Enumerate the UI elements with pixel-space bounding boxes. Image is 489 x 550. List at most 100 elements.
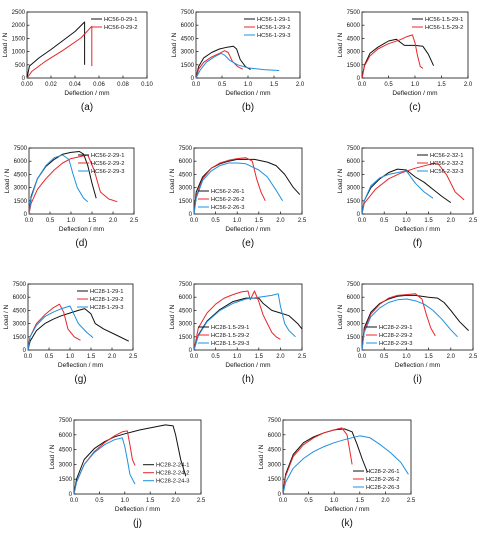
y-tick-label: 6000 bbox=[13, 295, 27, 301]
series-line-0 bbox=[27, 308, 130, 351]
x-tick-label: 2.0 bbox=[296, 82, 305, 88]
y-tick-label: 4500 bbox=[347, 172, 361, 178]
x-axis-label: Deflection / mm bbox=[395, 362, 440, 369]
x-tick-label: 1.5 bbox=[255, 354, 264, 360]
legend-entry: HC56-2-26-1 bbox=[211, 189, 245, 195]
y-tick-label: 0 bbox=[24, 212, 28, 218]
series-line-0 bbox=[28, 151, 97, 215]
y-tick-label: 2000 bbox=[12, 23, 26, 29]
x-tick-label: 1.5 bbox=[88, 218, 97, 224]
y-tick-label: 0 bbox=[357, 348, 361, 354]
y-tick-label: 3000 bbox=[347, 186, 361, 192]
x-axis-label: Deflection / mm bbox=[225, 226, 270, 233]
y-axis-label: Load / N bbox=[337, 168, 344, 193]
series-line-2 bbox=[361, 170, 434, 215]
legend: HC56-2-26-1 HC56-2-26-2 HC56-2-26-3 bbox=[198, 189, 245, 211]
y-tick-label: 1500 bbox=[14, 199, 28, 205]
plot-frame bbox=[282, 419, 412, 495]
x-tick-label: 2.0 bbox=[381, 498, 390, 504]
x-tick-label: 2.5 bbox=[469, 354, 478, 360]
x-axis-label: Deflection / mm bbox=[324, 506, 369, 513]
legend-entry: HC56-2-26-2 bbox=[211, 197, 245, 203]
y-axis-label: Load / N bbox=[258, 444, 265, 469]
series-line-1 bbox=[282, 427, 353, 495]
y-tick-label: 1500 bbox=[347, 63, 361, 69]
y-tick-label: 3000 bbox=[59, 462, 73, 468]
x-tick-label: 0.00 bbox=[21, 82, 33, 88]
legend: HC28-2-24-1 HC28-2-24-2 HC28-2-24-3 bbox=[143, 463, 190, 485]
y-axis-label: Load / N bbox=[337, 32, 344, 57]
panel-label: (e) bbox=[242, 238, 254, 249]
plot-frame bbox=[193, 283, 303, 351]
x-tick-label: 2.5 bbox=[197, 498, 206, 504]
series-line-1 bbox=[361, 162, 465, 215]
y-tick-label: 1500 bbox=[12, 36, 26, 42]
x-tick-label: 2.0 bbox=[276, 218, 285, 224]
y-tick-label: 4500 bbox=[347, 36, 361, 42]
legend-entry: HC56-2-29-1 bbox=[91, 153, 125, 159]
x-tick-label: 0.0 bbox=[25, 218, 34, 224]
chart-panel-0: 0.00 0.02 0.04 0.06 0.08 0.10 0 500 1000 1500 2000… bbox=[2, 10, 153, 113]
x-tick-label: 0.0 bbox=[190, 218, 199, 224]
x-tick-label: 0.5 bbox=[211, 218, 220, 224]
y-axis-label: Load / N bbox=[2, 32, 9, 57]
legend-entry: HC28-1-29-1 bbox=[90, 289, 124, 295]
series-line-1 bbox=[26, 25, 93, 79]
y-tick-label: 1500 bbox=[347, 199, 361, 205]
y-axis-label: Load / N bbox=[169, 168, 176, 193]
x-tick-label: 0.06 bbox=[93, 82, 105, 88]
legend: HC56-0-29-1 HC56-0-29-2 bbox=[91, 17, 138, 31]
y-tick-label: 0 bbox=[357, 212, 361, 218]
y-tick-label: 6000 bbox=[59, 433, 73, 439]
x-tick-label: 0.5 bbox=[211, 354, 220, 360]
legend: HC28-1-29-1 HC28-1-29-2 HC28-1-29-3 bbox=[77, 289, 124, 311]
y-tick-label: 7500 bbox=[347, 10, 361, 16]
y-tick-label: 0 bbox=[357, 76, 361, 82]
y-tick-label: 0 bbox=[22, 76, 26, 82]
x-tick-label: 1.5 bbox=[424, 354, 433, 360]
x-tick-label: 2.0 bbox=[464, 82, 473, 88]
series-line-0 bbox=[361, 168, 452, 215]
x-tick-label: 2.0 bbox=[447, 218, 456, 224]
panel-label: (g) bbox=[74, 374, 86, 385]
x-tick-label: 0.0 bbox=[279, 498, 288, 504]
y-tick-label: 7500 bbox=[179, 146, 193, 152]
y-tick-label: 7500 bbox=[268, 418, 282, 424]
x-tick-label: 2.0 bbox=[171, 498, 180, 504]
x-tick-label: 1.0 bbox=[330, 498, 339, 504]
x-tick-label: 2.5 bbox=[469, 218, 478, 224]
y-tick-label: 1500 bbox=[181, 63, 195, 69]
y-tick-label: 3000 bbox=[268, 462, 282, 468]
legend: HC56-1-29-1 HC56-1-29-2 HC56-1-29-3 bbox=[244, 17, 291, 39]
series-line-1 bbox=[193, 157, 266, 215]
x-axis-label: Deflection / mm bbox=[225, 362, 270, 369]
legend-entry: HC56-2-32-2 bbox=[430, 161, 464, 167]
series-line-2 bbox=[282, 435, 409, 495]
legend-entry: HC56-1-29-3 bbox=[257, 33, 291, 39]
y-tick-label: 1500 bbox=[179, 199, 193, 205]
series-line-2 bbox=[195, 52, 280, 79]
plot-frame bbox=[27, 283, 134, 351]
legend-entry: HC56-2-32-1 bbox=[430, 153, 464, 159]
y-tick-label: 3000 bbox=[347, 322, 361, 328]
y-tick-label: 3000 bbox=[347, 50, 361, 56]
x-tick-label: 1.0 bbox=[402, 218, 411, 224]
legend: HC28-2-29-1 HC28-2-29-2 HC28-2-29-3 bbox=[366, 325, 413, 347]
x-axis-label: Deflection / mm bbox=[59, 226, 104, 233]
y-tick-label: 7500 bbox=[347, 282, 361, 288]
x-tick-label: 0.08 bbox=[117, 82, 129, 88]
series-line-1 bbox=[28, 154, 118, 215]
y-tick-label: 3000 bbox=[14, 186, 28, 192]
series-line-2 bbox=[193, 162, 284, 215]
y-tick-label: 3000 bbox=[179, 186, 193, 192]
legend-entry: HC56-2-32-3 bbox=[430, 169, 464, 175]
y-tick-label: 4500 bbox=[347, 308, 361, 314]
y-tick-label: 3000 bbox=[179, 322, 193, 328]
x-tick-label: 2.5 bbox=[129, 354, 138, 360]
y-tick-label: 4500 bbox=[268, 448, 282, 454]
x-tick-label: 2.5 bbox=[298, 218, 307, 224]
y-tick-label: 7500 bbox=[14, 146, 28, 152]
x-tick-label: 0.0 bbox=[358, 218, 367, 224]
y-tick-label: 4500 bbox=[13, 308, 27, 314]
panel-label: (h) bbox=[242, 374, 254, 385]
